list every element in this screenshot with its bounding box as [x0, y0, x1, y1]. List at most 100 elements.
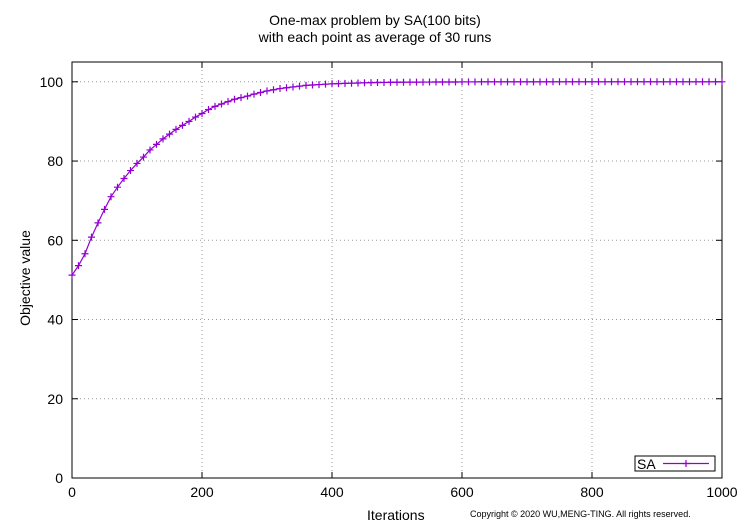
data-point	[543, 78, 550, 86]
plot-frame	[71, 61, 723, 479]
data-point	[666, 78, 674, 86]
data-point	[686, 78, 693, 86]
data-point	[361, 79, 368, 87]
data-point	[426, 78, 433, 86]
data-point	[276, 85, 284, 93]
data-point	[328, 80, 336, 88]
data-point	[218, 100, 225, 108]
data-point	[452, 78, 459, 86]
data-point	[348, 79, 355, 87]
data-point	[510, 78, 518, 86]
data-point	[114, 183, 121, 191]
data-point	[491, 78, 498, 86]
data-point	[120, 174, 128, 182]
data-point	[712, 78, 719, 86]
data-point	[621, 78, 628, 86]
data-point	[569, 78, 576, 86]
data-point	[374, 79, 381, 87]
data-point	[237, 94, 245, 102]
data-point	[166, 130, 173, 138]
data-point	[289, 83, 297, 91]
data-point	[393, 78, 401, 86]
data-point	[660, 78, 667, 86]
y-tick-label: 100	[40, 74, 64, 90]
data-point	[185, 117, 193, 125]
data-point	[406, 78, 414, 86]
data-point	[146, 146, 154, 154]
data-point	[458, 78, 466, 86]
data-point	[588, 78, 596, 86]
series-line-sa	[71, 81, 722, 276]
data-point	[179, 121, 186, 129]
chart-subtitle: with each point as average of 30 runs	[258, 29, 492, 45]
data-point	[640, 78, 648, 86]
data-point	[380, 78, 388, 86]
x-tick-label: 600	[450, 484, 474, 500]
data-point	[315, 81, 323, 89]
data-point	[400, 78, 407, 86]
data-point	[387, 78, 394, 86]
data-point	[497, 78, 505, 86]
data-point	[250, 90, 258, 98]
y-tick-label: 0	[55, 470, 63, 486]
data-point	[634, 78, 641, 86]
data-point	[595, 78, 602, 86]
data-point	[198, 110, 206, 118]
data-point	[562, 78, 570, 86]
data-point	[601, 78, 609, 86]
data-point	[231, 95, 238, 103]
data-point	[133, 159, 141, 167]
y-tick-label: 40	[47, 312, 63, 328]
data-point	[517, 78, 524, 86]
data-point	[419, 78, 427, 86]
data-point	[257, 89, 264, 97]
data-point	[192, 113, 199, 121]
data-point	[549, 78, 557, 86]
data-point	[367, 79, 375, 87]
data-point	[718, 78, 726, 86]
x-tick-label: 400	[320, 484, 344, 500]
data-point	[465, 78, 472, 86]
data-point	[653, 78, 661, 86]
data-point	[224, 98, 232, 106]
copyright-notice: Copyright © 2020 WU,MENG-TING. All right…	[470, 509, 691, 519]
data-point	[556, 78, 563, 86]
x-tick-label: 800	[580, 484, 604, 500]
data-point	[536, 78, 544, 86]
y-tick-label: 60	[47, 232, 63, 248]
x-tick-label: 0	[68, 484, 76, 500]
data-point	[296, 82, 303, 90]
legend-label: SA	[637, 456, 656, 472]
x-axis-label: Iterations	[367, 507, 425, 523]
data-point	[211, 102, 219, 110]
data-point	[575, 78, 583, 86]
data-point	[140, 153, 147, 161]
data-point	[88, 233, 95, 241]
data-point	[504, 78, 511, 86]
data-point	[127, 167, 134, 175]
data-point	[692, 78, 700, 86]
data-point	[172, 125, 180, 133]
data-point	[699, 78, 706, 86]
data-point	[439, 78, 446, 86]
y-tick-label: 20	[47, 391, 63, 407]
legend-swatch-marker	[682, 460, 690, 467]
x-tick-label: 200	[190, 484, 214, 500]
chart-title: One-max problem by SA(100 bits)	[269, 12, 481, 28]
y-axis-label: Objective value	[17, 230, 33, 326]
data-point	[471, 78, 479, 86]
data-point	[153, 140, 160, 148]
data-point	[614, 78, 622, 86]
data-point	[647, 78, 654, 86]
data-point	[705, 78, 713, 86]
data-point	[81, 250, 89, 258]
data-point	[679, 78, 687, 86]
data-point	[75, 262, 82, 270]
x-tick-label: 1000	[706, 484, 737, 500]
data-point	[302, 81, 310, 89]
data-point	[478, 78, 485, 86]
data-point	[413, 78, 420, 86]
data-point	[107, 193, 115, 201]
data-point	[445, 78, 453, 86]
